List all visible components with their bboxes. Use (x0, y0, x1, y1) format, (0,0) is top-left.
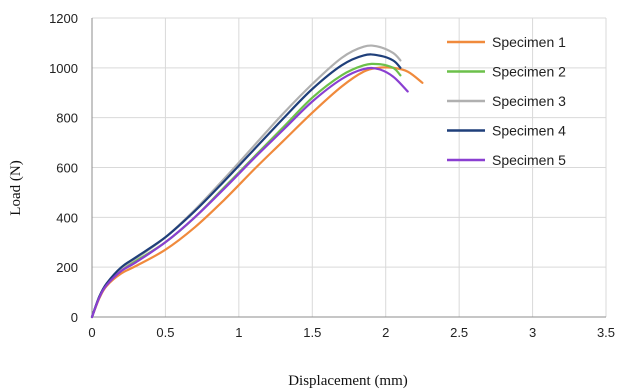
x-tick-label: 3.5 (597, 325, 615, 340)
legend: Specimen 1 Specimen 2 Specimen 3 Specimen 4… (447, 34, 566, 168)
legend-label-specimen-2: Specimen 2 (492, 64, 566, 80)
y-tick-label: 200 (56, 260, 78, 275)
series-line-specimen-4 (90, 53, 402, 319)
x-tick-label: 3 (529, 325, 536, 340)
x-tick-labels: 0 0.5 1 1.5 2 2.5 3 3.5 (88, 325, 615, 340)
legend-label-specimen-5: Specimen 5 (492, 152, 566, 168)
series-line-specimen-2 (90, 62, 402, 319)
series-line-specimen-3 (90, 44, 402, 319)
y-tick-label: 600 (56, 161, 78, 176)
legend-label-specimen-1: Specimen 1 (492, 34, 566, 50)
x-tick-label: 0 (88, 325, 95, 340)
series-line-specimen-1 (90, 66, 424, 319)
x-tick-label: 1.5 (303, 325, 321, 340)
series-line-specimen-5 (90, 66, 409, 319)
x-tick-label: 2 (382, 325, 389, 340)
y-tick-label: 800 (56, 111, 78, 126)
legend-label-specimen-3: Specimen 3 (492, 93, 566, 109)
series-lines (90, 44, 424, 319)
axes (91, 18, 606, 318)
y-tick-label: 400 (56, 210, 78, 225)
x-axis-label: Displacement (mm) (288, 373, 408, 389)
y-tick-label: 0 (71, 310, 78, 325)
y-tick-label: 1000 (49, 61, 78, 76)
y-tick-labels: 0 200 400 600 800 1000 1200 (49, 11, 78, 325)
legend-label-specimen-4: Specimen 4 (492, 123, 566, 139)
y-axis-label: Load (N) (8, 160, 24, 215)
x-tick-label: 1 (235, 325, 242, 340)
y-tick-label: 1200 (49, 11, 78, 26)
x-tick-label: 2.5 (450, 325, 468, 340)
x-tick-label: 0.5 (156, 325, 174, 340)
